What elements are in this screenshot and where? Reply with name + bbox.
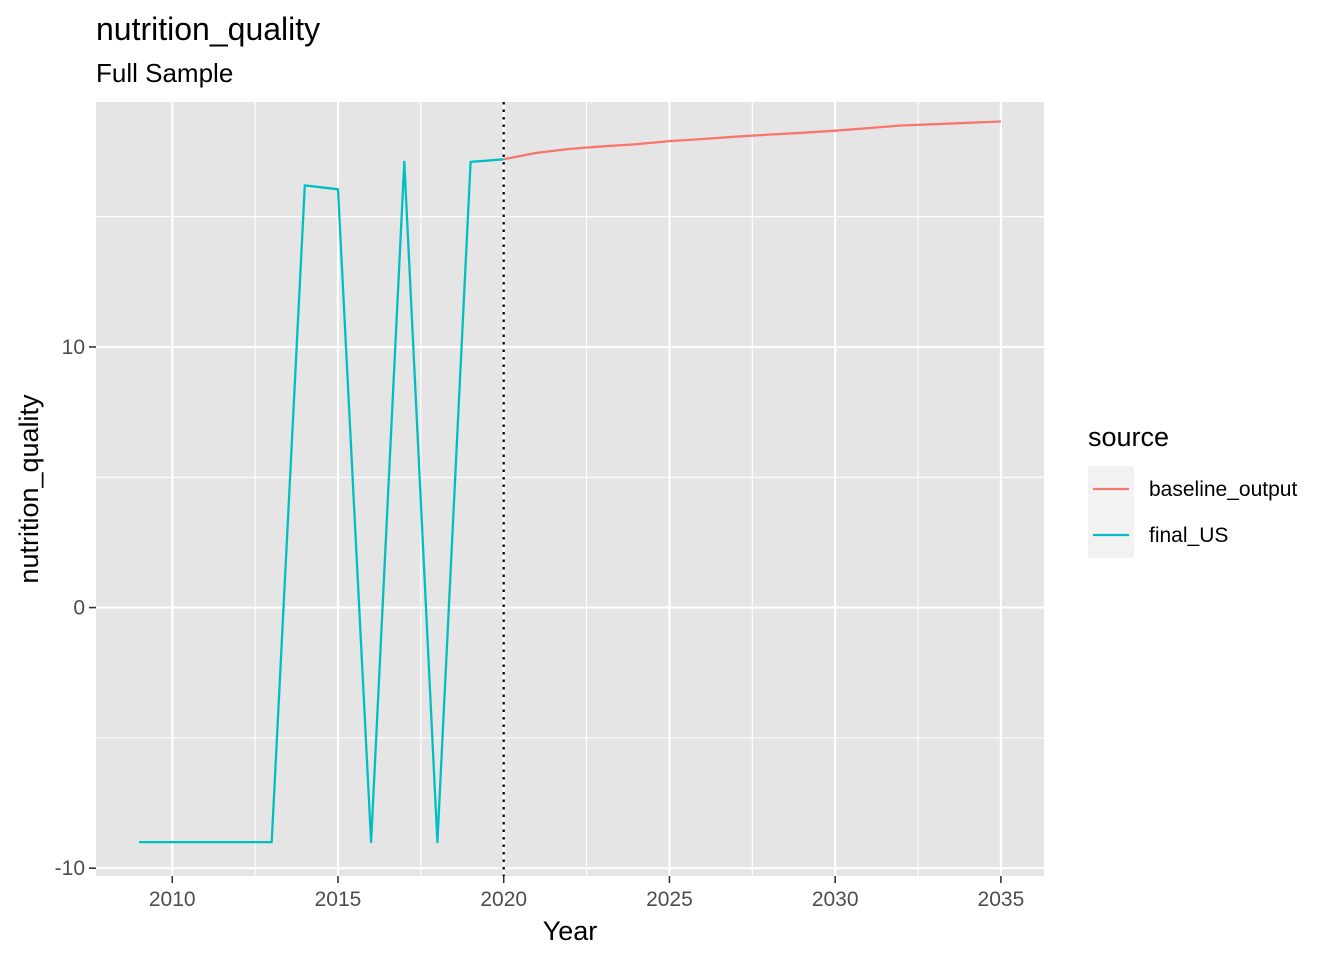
- y-axis-title: nutrition_quality: [14, 394, 44, 584]
- x-tick-label: 2020: [480, 888, 527, 911]
- legend: source baseline_output final_US: [1088, 422, 1297, 558]
- y-tick-label: 0: [73, 597, 85, 620]
- x-axis-title: Year: [543, 916, 598, 946]
- series-lines: [139, 120, 1001, 844]
- axis-ticks: 2010 2015 2020 2025 2030 2035 -10 0 10: [55, 336, 1025, 911]
- plot-panel: [96, 102, 1044, 876]
- y-tick-label: 10: [62, 336, 85, 359]
- x-tick-label: 2035: [978, 888, 1025, 911]
- legend-label-final_US: final_US: [1149, 524, 1228, 547]
- series-line-baseline_output: [503, 120, 1001, 161]
- chart-subtitle: Full Sample: [96, 58, 233, 88]
- legend-label-baseline_output: baseline_output: [1149, 478, 1297, 501]
- legend-items: baseline_output final_US: [1088, 466, 1297, 558]
- x-tick-label: 2010: [149, 888, 196, 911]
- legend-title: source: [1088, 422, 1169, 452]
- x-tick-label: 2030: [812, 888, 859, 911]
- y-tick-label: -10: [55, 857, 85, 880]
- series-line-final_US: [139, 158, 504, 844]
- chart-title: nutrition_quality: [96, 11, 320, 47]
- x-tick-label: 2015: [315, 888, 362, 911]
- x-tick-label: 2025: [646, 888, 693, 911]
